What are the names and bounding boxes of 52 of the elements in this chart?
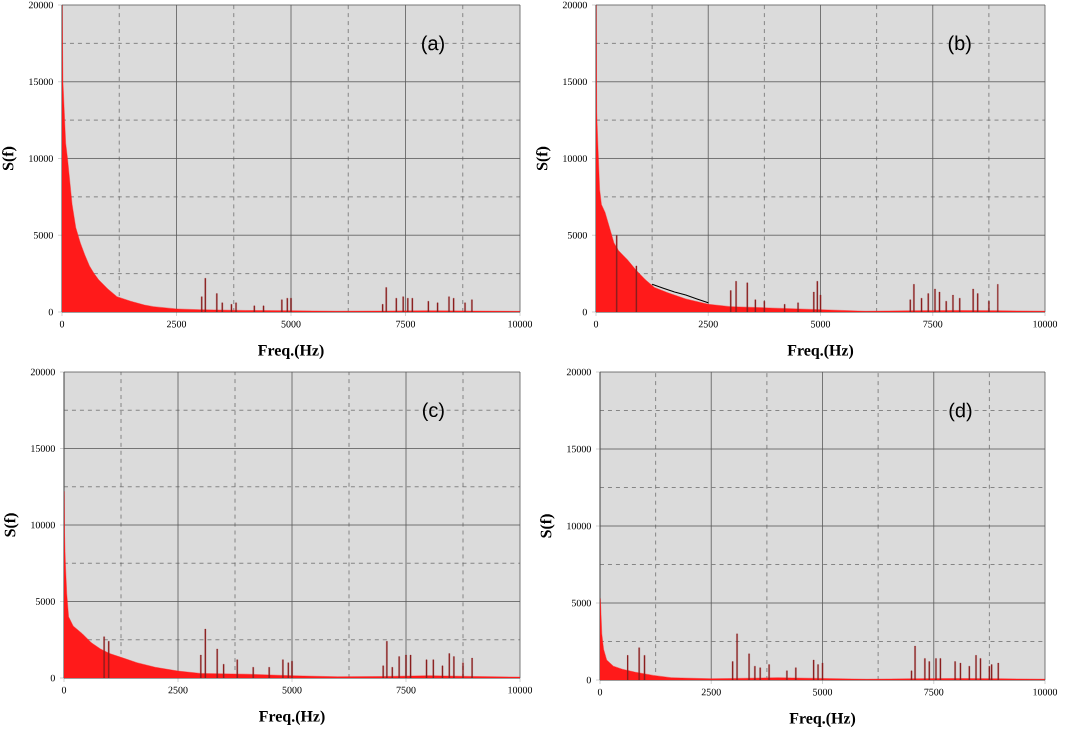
x-axis-title: Freq.(Hz) bbox=[259, 710, 325, 725]
x-tick-label: 0 bbox=[59, 320, 65, 328]
x-tick-label: 0 bbox=[597, 688, 603, 696]
y-tick-label: 5000 bbox=[571, 599, 591, 607]
y-tick-label: 20000 bbox=[562, 1, 587, 9]
y-tick-label: 10000 bbox=[567, 522, 591, 530]
x-tick-label: 0 bbox=[593, 320, 599, 328]
y-tick-label: 0 bbox=[586, 676, 591, 684]
x-tick-label: 10000 bbox=[508, 686, 533, 694]
y-tick-label: 15000 bbox=[29, 78, 53, 86]
x-tick-label: 7500 bbox=[924, 688, 944, 696]
x-tick-label: 7500 bbox=[396, 320, 416, 328]
y-axis-title: S(f) bbox=[540, 514, 555, 538]
y-tick-label: 15000 bbox=[563, 78, 587, 86]
x-tick-label: 5000 bbox=[282, 686, 302, 694]
annotation: (c) bbox=[422, 402, 444, 422]
y-tick-label: 10000 bbox=[31, 521, 55, 529]
annotation: (d) bbox=[949, 402, 972, 422]
y-tick-label: 5000 bbox=[567, 231, 587, 239]
annotation: (a) bbox=[422, 35, 444, 55]
y-axis-title: S(f) bbox=[2, 146, 17, 171]
x-tick-label: 7500 bbox=[396, 686, 416, 694]
y-tick-label: 0 bbox=[48, 308, 53, 316]
y-tick-label: 5000 bbox=[33, 231, 53, 239]
x-tick-label: 10000 bbox=[1033, 688, 1058, 696]
y-axis-title: S(f) bbox=[536, 146, 551, 171]
y-axis-title: S(f) bbox=[4, 513, 19, 537]
x-tick-label: 2500 bbox=[698, 320, 718, 328]
y-tick-label: 20000 bbox=[30, 368, 55, 376]
x-tick-label: 7500 bbox=[923, 320, 943, 328]
x-tick-label: 10000 bbox=[508, 320, 533, 328]
x-tick-label: 2500 bbox=[166, 320, 187, 328]
x-tick-label: 5000 bbox=[281, 320, 301, 328]
y-tick-label: 15000 bbox=[31, 445, 55, 452]
x-tick-label: 2500 bbox=[168, 686, 188, 694]
y-tick-label: 5000 bbox=[35, 598, 55, 605]
y-tick-label: 20000 bbox=[566, 368, 591, 376]
y-tick-label: 10000 bbox=[29, 155, 53, 162]
x-axis-title: Freq.(Hz) bbox=[258, 344, 324, 359]
y-tick-label: 0 bbox=[582, 308, 587, 316]
y-tick-label: 15000 bbox=[567, 445, 591, 453]
y-tick-label: 20000 bbox=[28, 1, 53, 9]
y-tick-label: 0 bbox=[50, 674, 55, 682]
y-tick-label: 10000 bbox=[563, 155, 587, 162]
x-axis-title: Freq.(Hz) bbox=[787, 344, 854, 359]
x-tick-label: 10000 bbox=[1033, 320, 1058, 328]
annotation: (b) bbox=[948, 35, 971, 55]
x-tick-label: 0 bbox=[61, 686, 67, 694]
x-axis-title: Freq.(Hz) bbox=[789, 712, 856, 727]
x-tick-label: 5000 bbox=[813, 688, 833, 696]
x-tick-label: 5000 bbox=[811, 320, 831, 328]
x-tick-label: 2500 bbox=[701, 688, 721, 696]
